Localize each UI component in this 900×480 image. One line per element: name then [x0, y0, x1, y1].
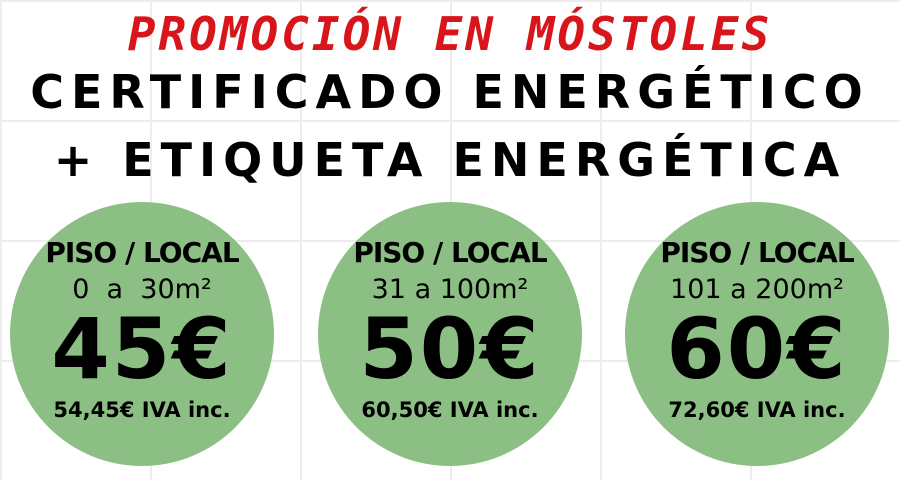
- offer-range: 31 a 100m²: [371, 274, 529, 305]
- offer-type: PISO / LOCAL: [45, 236, 239, 269]
- offer-circle-large: PISO / LOCAL 101 a 200m² 60€ 72,60€ IVA …: [625, 202, 889, 466]
- offer-type: PISO / LOCAL: [660, 236, 854, 269]
- offer-price: 60€: [666, 300, 848, 398]
- offer-circle-medium: PISO / LOCAL 31 a 100m² 50€ 60,50€ IVA i…: [318, 202, 582, 466]
- offer-price-with-vat: 72,60€ IVA inc.: [668, 398, 846, 422]
- promo-title: PROMOCIÓN EN MÓSTOLES: [127, 7, 773, 61]
- headline-certificate: CERTIFICADO ENERGÉTICO: [30, 65, 870, 119]
- offer-range: 0 a 30m²: [72, 274, 212, 305]
- offer-price: 50€: [359, 300, 541, 398]
- offer-circle-small: PISO / LOCAL 0 a 30m² 45€ 54,45€ IVA inc…: [10, 202, 274, 466]
- offer-type: PISO / LOCAL: [353, 236, 547, 269]
- offer-price: 45€: [51, 300, 233, 398]
- offer-price-with-vat: 54,45€ IVA inc.: [53, 398, 231, 422]
- offer-range: 101 a 200m²: [670, 274, 844, 305]
- headline-label: + ETIQUETA ENERGÉTICA: [53, 133, 847, 187]
- offer-price-with-vat: 60,50€ IVA inc.: [361, 398, 539, 422]
